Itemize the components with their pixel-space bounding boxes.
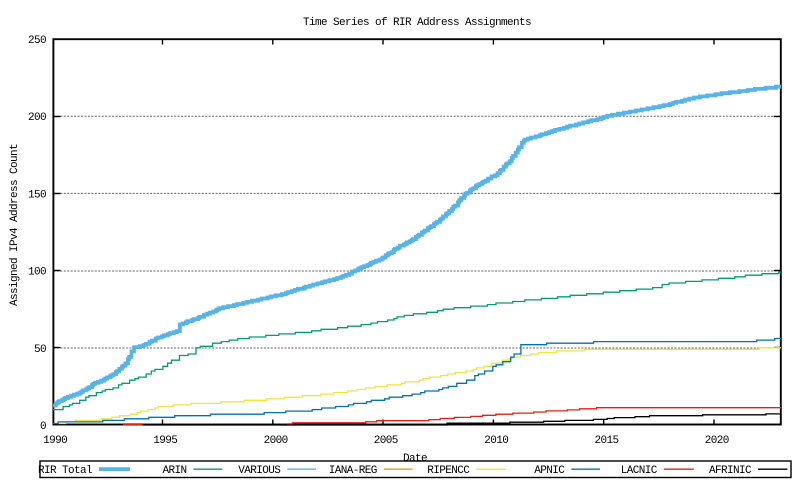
svg-text:0: 0 [40, 421, 46, 433]
svg-text:150: 150 [28, 189, 46, 201]
svg-text:AFRINIC: AFRINIC [709, 465, 752, 477]
svg-text:Assigned IPv4 Address Count: Assigned IPv4 Address Count [9, 144, 21, 306]
svg-text:ARIN: ARIN [162, 465, 186, 477]
svg-text:2015: 2015 [594, 435, 618, 447]
svg-text:2010: 2010 [484, 435, 508, 447]
svg-text:LACNIC: LACNIC [621, 465, 658, 477]
svg-text:IANA-REG: IANA-REG [329, 465, 377, 477]
svg-text:RIPENCC: RIPENCC [427, 465, 470, 477]
svg-text:1995: 1995 [153, 435, 177, 447]
svg-text:50: 50 [34, 344, 46, 356]
svg-text:APNIC: APNIC [534, 465, 565, 477]
svg-text:2020: 2020 [705, 435, 729, 447]
svg-text:VARIOUS: VARIOUS [238, 465, 281, 477]
svg-text:2000: 2000 [264, 435, 288, 447]
svg-text:RIR Total: RIR Total [38, 465, 92, 477]
svg-text:2005: 2005 [374, 435, 398, 447]
svg-text:250: 250 [28, 35, 46, 47]
svg-text:100: 100 [28, 267, 46, 279]
svg-text:200: 200 [28, 112, 46, 124]
svg-text:1990: 1990 [43, 435, 67, 447]
svg-text:Time Series of RIR Address Ass: Time Series of RIR Address Assignments [303, 17, 531, 29]
